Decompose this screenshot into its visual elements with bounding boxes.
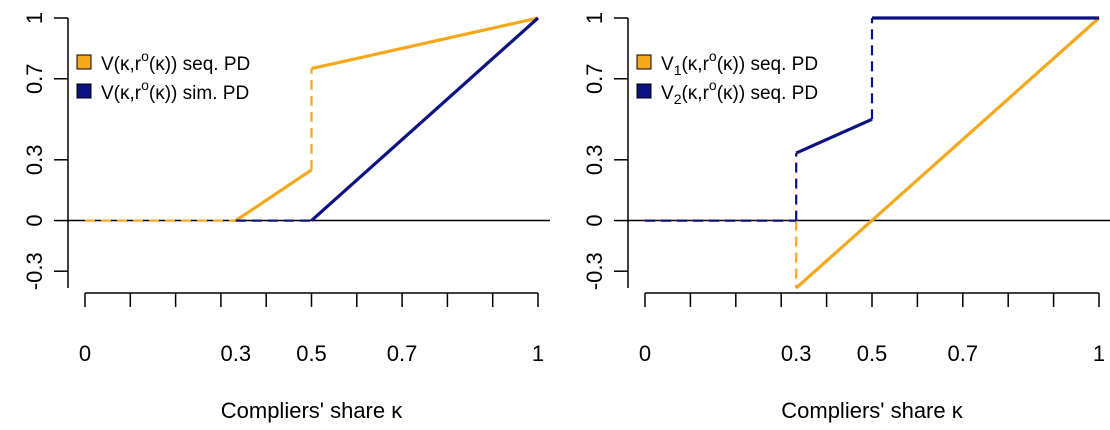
series-0-segment-solid [311,16,539,71]
legend-swatch [636,54,652,70]
left-panel: 0 0.3 0.5 0.7 1 -0.3 0 0.3 0.7 1 Compliers' share … [22,12,550,423]
x-axis-label: Compliers' share κ [221,398,403,423]
legend-entry: V(κ,ro(κ)) seq. PD [101,48,250,75]
legend-entry: V(κ,ro(κ)) sim. PD [101,77,249,104]
legend-swatch [636,83,652,99]
x-tick-label: 0.7 [948,341,979,366]
x-tick-label: 1 [532,341,544,366]
y-tick-label: 0 [582,214,607,226]
y-tick-label: 0.3 [582,144,607,175]
y-tick-label: -0.3 [22,252,47,290]
series-1-segment-solid [310,16,540,222]
legend-entry: V1(κ,ro(κ)) seq. PD [661,48,818,78]
right-panel: 0 0.3 0.5 0.7 1 -0.3 0 0.3 0.7 1 Compliers' share … [582,12,1110,423]
series-1-segment-solid [795,117,873,155]
x-tick-label: 0 [79,341,91,366]
x-tick-label: 1 [1093,341,1105,366]
legend-swatch [76,83,92,99]
y-tick-label: 0.3 [22,144,47,175]
y-tick-label: 1 [582,12,607,24]
x-axis-label: Compliers' share κ [781,398,963,423]
y-tick-label: -0.3 [582,252,607,290]
x-tick-label: 0.7 [387,341,418,366]
series-0-segment-solid [795,16,1101,290]
y-tick-label: 0.7 [582,63,607,94]
x-tick-label: 0.5 [296,341,327,366]
series-0-segment-solid [234,168,313,222]
legend-swatch [76,54,92,70]
x-tick-label: 0 [639,341,651,366]
y-tick-label: 0.7 [22,63,47,94]
y-tick-label: 1 [22,12,47,24]
x-tick-label: 0.3 [221,341,252,366]
x-tick-label: 0.3 [781,341,812,366]
x-tick-label: 0.5 [857,341,888,366]
legend-entry: V2(κ,ro(κ)) seq. PD [661,77,818,107]
y-tick-label: 0 [22,214,47,226]
